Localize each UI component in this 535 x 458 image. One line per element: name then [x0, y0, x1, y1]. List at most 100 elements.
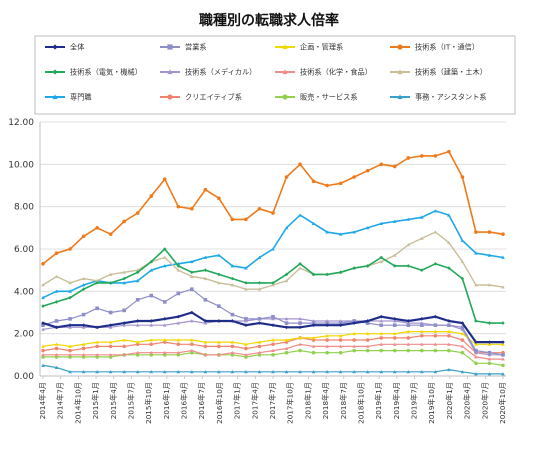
x-tick-label: 2017年10月 [286, 382, 295, 424]
data-point [474, 348, 478, 353]
data-point [379, 162, 384, 167]
data-point [325, 338, 329, 342]
data-point [162, 350, 167, 355]
data-point [325, 321, 329, 325]
data-point [406, 156, 411, 160]
data-point [338, 369, 343, 374]
legend-label: 全体 [70, 43, 84, 52]
data-point [392, 319, 397, 323]
data-point [203, 340, 208, 344]
data-point [406, 369, 411, 374]
series [41, 149, 505, 266]
x-tick-label: 2020年4月 [463, 382, 472, 419]
data-point [108, 340, 113, 344]
x-tick-label: 2015年1月 [91, 382, 100, 419]
data-point [230, 369, 235, 374]
data-point [122, 353, 126, 357]
x-tick-label: 2016年4月 [180, 382, 189, 419]
data-point [217, 253, 221, 257]
legend-item: クリエイティブ系 [160, 93, 242, 102]
data-point [108, 344, 113, 349]
data-point [81, 325, 86, 329]
legend-item: 技術系（メディカル） [160, 68, 256, 77]
data-point [352, 266, 356, 270]
series [41, 329, 505, 348]
data-point [149, 369, 154, 374]
x-tick-label: 2018年7月 [339, 382, 348, 419]
data-point [95, 353, 99, 357]
data-point [162, 247, 167, 251]
data-point [487, 357, 492, 361]
data-point [41, 363, 45, 367]
data-point [54, 300, 59, 304]
data-point [460, 276, 465, 281]
data-point [230, 217, 235, 222]
data-point [379, 369, 384, 374]
data-point [501, 321, 505, 325]
data-point [54, 365, 59, 369]
data-point [217, 369, 221, 374]
data-point [325, 350, 329, 355]
data-point [81, 287, 86, 292]
data-point [379, 331, 384, 336]
data-point [284, 369, 289, 374]
data-point [149, 319, 154, 323]
data-point [149, 323, 154, 327]
data-point [487, 342, 492, 346]
data-point [420, 317, 424, 321]
data-point [325, 230, 329, 234]
x-tick-label: 2019年10月 [427, 382, 436, 424]
data-point [325, 369, 329, 374]
y-tick-label: 0.00 [14, 372, 34, 382]
data-point [108, 272, 113, 276]
data-point [257, 287, 262, 291]
data-point [284, 325, 289, 330]
data-point [203, 369, 208, 374]
y-tick-label: 8.00 [14, 203, 34, 213]
data-point [284, 272, 289, 277]
data-point [447, 240, 451, 245]
data-point [460, 175, 465, 179]
x-tick-label: 2020年7月 [480, 382, 489, 419]
data-point [54, 319, 59, 323]
data-point [284, 226, 289, 230]
data-point [474, 319, 478, 323]
legend-label: 技術系（IT・通信） [415, 43, 479, 52]
data-point [392, 219, 397, 223]
data-point [352, 338, 356, 342]
x-tick-label: 2018年4月 [321, 382, 330, 419]
data-point [95, 369, 99, 374]
data-point [108, 232, 113, 236]
data-point [230, 344, 235, 349]
data-point [203, 298, 208, 302]
data-point [447, 213, 451, 217]
x-tick-label: 2017年7月 [268, 382, 277, 419]
data-point [379, 314, 384, 319]
legend-label: 技術系（メディカル） [185, 68, 256, 77]
data-point [433, 369, 438, 374]
data-point [68, 317, 72, 321]
legend-label: 技術系（電気・機械） [70, 68, 142, 77]
data-point [501, 357, 505, 361]
data-point [54, 289, 59, 293]
data-point [298, 342, 302, 346]
data-point [487, 283, 492, 287]
data-point [230, 319, 235, 323]
series [41, 247, 505, 325]
data-point [271, 323, 275, 327]
data-point [311, 272, 316, 277]
series [41, 287, 505, 357]
data-point [68, 295, 72, 300]
data-point [217, 304, 221, 308]
legend-item: 技術系（IT・通信） [390, 43, 479, 52]
legend-item: 事務・アシスタント系 [390, 93, 487, 102]
legend-marker [52, 69, 58, 75]
data-point [81, 346, 86, 351]
data-point [420, 333, 424, 338]
data-point [122, 281, 126, 285]
data-point [244, 287, 248, 291]
data-point [68, 353, 72, 357]
data-point [338, 350, 343, 355]
